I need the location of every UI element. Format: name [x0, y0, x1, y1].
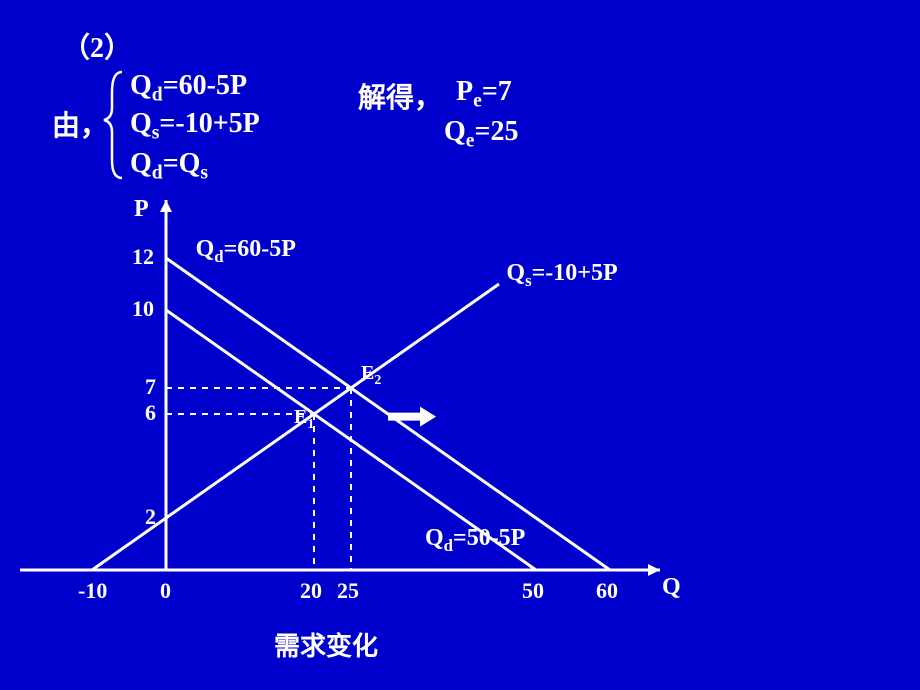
xtick-60: 60 — [596, 578, 618, 604]
curve-label-demand2: Qd=60-5P — [196, 236, 296, 267]
curve-label-supply: Qs=-10+5P — [506, 260, 617, 291]
ytick-2: 2 — [145, 504, 156, 530]
xtick-0: 0 — [160, 578, 171, 604]
xtick-25: 25 — [337, 578, 359, 604]
xtick-50: 50 — [522, 578, 544, 604]
point-label-E1: E1 — [294, 406, 314, 433]
xtick--10: -10 — [78, 578, 107, 604]
xtick-20: 20 — [300, 578, 322, 604]
ytick-6: 6 — [145, 400, 156, 426]
chart-title: 需求变化 — [274, 626, 378, 663]
ytick-10: 10 — [132, 296, 154, 322]
ytick-12: 12 — [132, 244, 154, 270]
y-axis-label: P — [134, 196, 149, 223]
point-label-E2: E2 — [361, 362, 381, 389]
ytick-7: 7 — [145, 374, 156, 400]
x-axis-label: Q — [662, 574, 681, 601]
chart-canvas — [0, 0, 920, 690]
curve-label-demand1: Qd=50-5P — [425, 525, 525, 556]
